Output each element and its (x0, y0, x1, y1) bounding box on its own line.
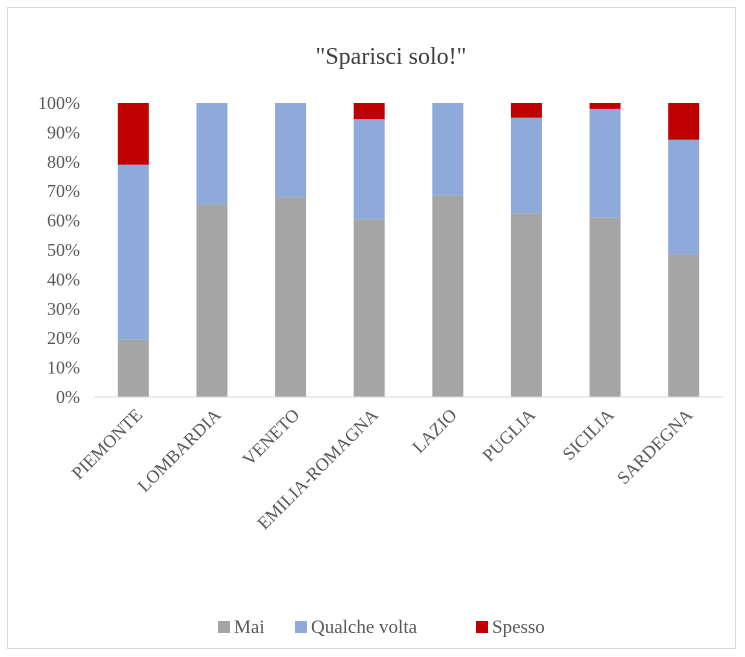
bar-segment (275, 197, 307, 397)
x-tick-label: SICILIA (558, 405, 617, 464)
bar-segment (432, 103, 464, 196)
y-tick-label: 10% (47, 358, 80, 378)
bar-segment (353, 103, 385, 120)
y-tick-label: 60% (47, 211, 80, 231)
bar-segment (117, 164, 149, 340)
bar-segment (117, 103, 149, 165)
x-tick-label: LOMBARDIA (134, 405, 225, 496)
bar-segment (589, 108, 621, 218)
y-tick-label: 90% (47, 122, 80, 142)
bars-group (117, 103, 700, 397)
bar-segment (510, 213, 542, 397)
legend-label: Mai (234, 617, 265, 638)
x-tick-label: SARDEGNA (613, 405, 696, 488)
y-tick-label: 20% (47, 328, 80, 348)
y-tick-label: 100% (38, 93, 80, 113)
legend-swatch (295, 621, 307, 633)
x-tick-label: VENETO (239, 405, 304, 470)
bar-segment (432, 195, 464, 397)
x-tick-label: PUGLIA (478, 405, 539, 466)
y-tick-label: 70% (47, 181, 80, 201)
y-tick-label: 30% (47, 299, 80, 319)
y-tick-label: 0% (56, 387, 80, 407)
legend-label: Qualche volta (311, 617, 418, 638)
y-tick-label: 50% (47, 240, 80, 260)
bar-segment (353, 119, 385, 220)
bar-segment (589, 103, 621, 109)
y-tick-label: 40% (47, 269, 80, 289)
bar-segment (117, 339, 149, 397)
bar-segment (196, 204, 228, 397)
bar-segment (353, 219, 385, 397)
legend-label: Spesso (492, 617, 545, 638)
bar-segment (510, 103, 542, 118)
bar-segment (668, 254, 700, 397)
y-axis-ticks: 0% 10% 20% 30% 40% 50% 60% 70% 80% 90% 100% (38, 93, 80, 407)
bar-segment (196, 103, 228, 205)
bar-segment (668, 103, 700, 140)
x-tick-label: LAZIO (408, 405, 460, 457)
legend-swatch (218, 621, 230, 633)
legend-swatch (476, 621, 488, 633)
legend: Mai Qualche volta Spesso (218, 617, 545, 638)
bar-segment (275, 103, 307, 198)
bar-segment (510, 117, 542, 214)
x-tick-label: PIEMONTE (68, 405, 146, 483)
bar-segment (589, 217, 621, 397)
y-tick-label: 80% (47, 152, 80, 172)
bar-segment (668, 139, 700, 255)
chart-title: "Sparisci solo!" (316, 44, 467, 70)
